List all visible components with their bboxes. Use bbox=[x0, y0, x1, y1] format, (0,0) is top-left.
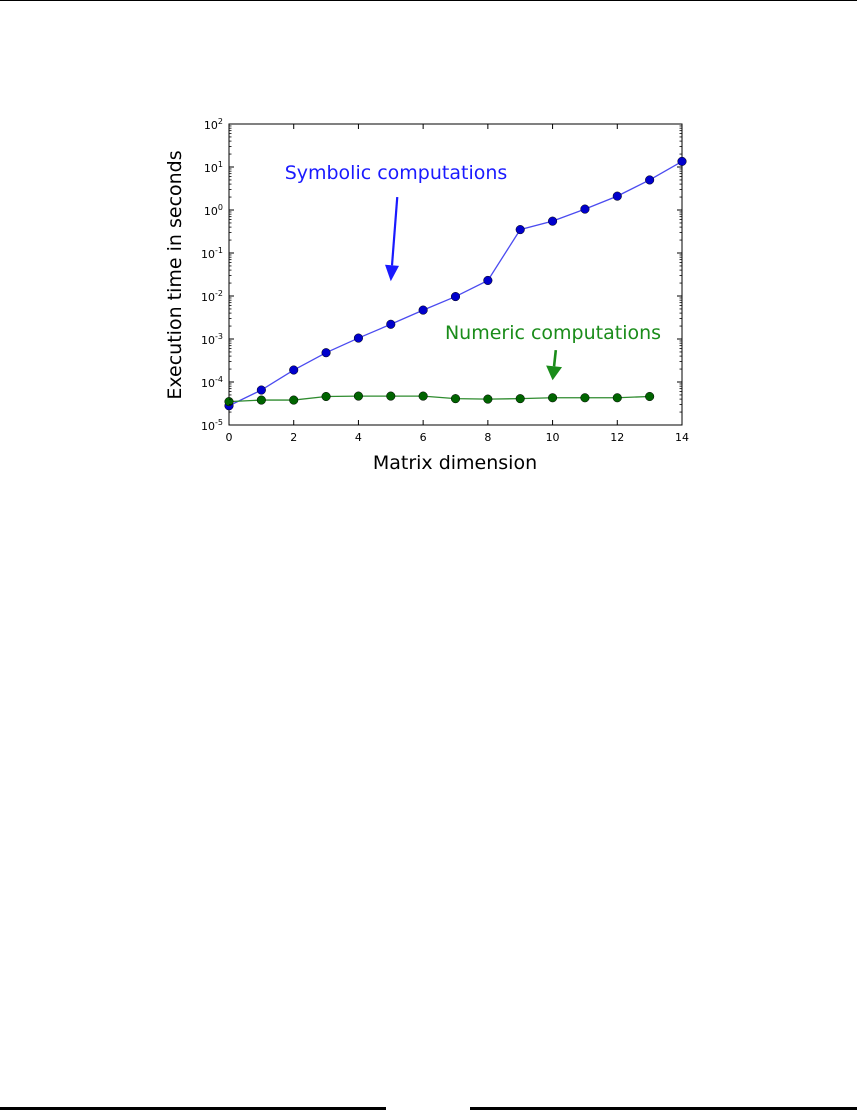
x-tick-label: 4 bbox=[355, 431, 362, 444]
top-rule bbox=[0, 0, 857, 1]
y-tick-label: 100 bbox=[204, 203, 223, 218]
x-tick-label: 14 bbox=[675, 431, 689, 444]
series-1-point bbox=[645, 391, 655, 402]
y-tick-exponent: -3 bbox=[215, 332, 223, 341]
x-tick-label: 0 bbox=[226, 431, 233, 444]
series-1-point bbox=[418, 391, 428, 401]
series-1-point bbox=[353, 391, 363, 401]
y-tick-exponent: 2 bbox=[218, 117, 223, 126]
series-1-point bbox=[515, 394, 525, 404]
series-0-point bbox=[386, 319, 396, 329]
x-tick-label: 8 bbox=[484, 431, 491, 444]
series-0-point bbox=[515, 225, 525, 235]
series-0-point bbox=[256, 385, 266, 395]
y-tick-base: 10 bbox=[201, 377, 215, 390]
series-0-point bbox=[612, 191, 622, 201]
y-tick-exponent: -5 bbox=[215, 418, 223, 427]
y-tick-label: 10-2 bbox=[201, 289, 223, 304]
y-tick-label: 102 bbox=[204, 117, 223, 132]
y-tick-base: 10 bbox=[204, 162, 218, 175]
y-tick-exponent: -4 bbox=[215, 375, 223, 384]
series-0-point bbox=[289, 365, 299, 375]
series-0-point bbox=[548, 216, 558, 226]
y-axis-label: Execution time in seconds bbox=[164, 150, 186, 399]
x-axis-label: Matrix dimension bbox=[373, 452, 537, 474]
series-0-point bbox=[483, 275, 493, 285]
series-1-point bbox=[483, 394, 493, 404]
x-tick-label: 2 bbox=[290, 431, 297, 444]
annotation-layer: Symbolic computations Numeric computatio… bbox=[285, 162, 661, 381]
annotation-0-arrow-shaft bbox=[390, 196, 399, 266]
x-tick-label: 12 bbox=[610, 431, 624, 444]
y-tick-exponent: -1 bbox=[215, 246, 223, 255]
y-tick-label: 101 bbox=[204, 160, 223, 175]
series-1-point bbox=[321, 391, 331, 402]
series-1-point bbox=[612, 393, 622, 403]
series-1-point bbox=[580, 393, 590, 403]
x-tick-label: 6 bbox=[420, 431, 427, 444]
bottom-rule-right bbox=[470, 1107, 857, 1110]
series-1-point bbox=[289, 395, 299, 405]
y-tick-exponent: 0 bbox=[218, 203, 223, 212]
series-0-point bbox=[418, 305, 428, 315]
y-tick-exponent: 1 bbox=[218, 160, 223, 169]
annotation-0-arrow-head bbox=[385, 264, 399, 282]
series-1-point bbox=[450, 394, 461, 404]
series-0-point bbox=[353, 333, 363, 343]
series-1-line bbox=[228, 395, 650, 403]
y-tick-base: 10 bbox=[201, 291, 215, 304]
bottom-rule-left bbox=[0, 1107, 386, 1110]
series-1-point bbox=[386, 391, 396, 401]
series-0-point bbox=[580, 204, 590, 214]
series-0-point bbox=[321, 348, 331, 358]
numeric-annotation: Numeric computations bbox=[445, 322, 661, 344]
series-1-point bbox=[256, 395, 266, 405]
y-tick-base: 10 bbox=[201, 420, 215, 433]
y-tick-base: 10 bbox=[201, 248, 215, 261]
annotation-1-arrow-shaft bbox=[552, 350, 558, 367]
y-tick-label: 10-3 bbox=[201, 332, 223, 347]
series-1-point bbox=[548, 393, 558, 403]
annotation-1-arrow-head bbox=[546, 365, 563, 381]
plot-frame bbox=[228, 123, 683, 426]
series-0-point bbox=[677, 156, 687, 166]
symbolic-annotation: Symbolic computations bbox=[285, 162, 508, 184]
x-tick-label: 10 bbox=[546, 431, 560, 444]
y-tick-label: 10-5 bbox=[201, 418, 223, 433]
series-0-point bbox=[450, 292, 461, 302]
series-0-point bbox=[645, 175, 655, 185]
y-tick-base: 10 bbox=[204, 205, 218, 218]
series-layer bbox=[224, 156, 687, 411]
y-tick-exponent: -2 bbox=[215, 289, 223, 298]
y-tick-base: 10 bbox=[201, 334, 215, 347]
y-tick-base: 10 bbox=[204, 119, 218, 132]
y-tick-label: 10-1 bbox=[201, 246, 223, 261]
y-tick-label: 10-4 bbox=[201, 375, 223, 390]
